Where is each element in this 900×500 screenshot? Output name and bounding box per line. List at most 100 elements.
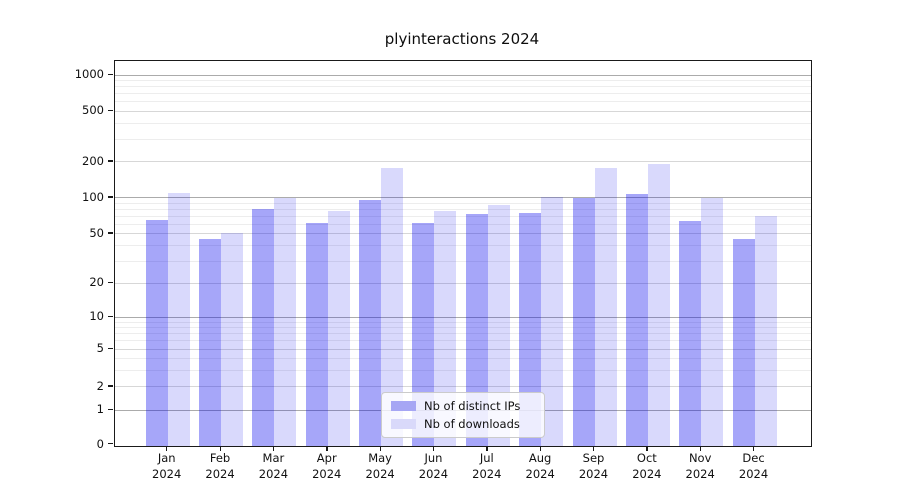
x-tick-year: 2024 (525, 466, 555, 481)
y-tick-label-10: 10 (89, 309, 104, 324)
x-tick-mark-feb (219, 446, 221, 451)
x-tick-month: May (368, 451, 392, 465)
bar-apr-downloads (327, 210, 350, 446)
bar-may-distinct-ips (359, 200, 382, 446)
x-tick-year: 2024 (632, 466, 662, 481)
gridline-60 (115, 223, 811, 225)
gridline-40 (115, 245, 811, 247)
x-tick-label-may: May 2024 (348, 451, 412, 482)
x-tick-mark-jan (166, 446, 168, 451)
bar-sep-distinct-ips (572, 197, 595, 446)
x-tick-mark-may (379, 446, 381, 451)
y-tick-label-100: 100 (82, 189, 104, 204)
x-tick-year: 2024 (365, 466, 395, 481)
x-tick-month: Oct (636, 451, 657, 465)
bar-jan-distinct-ips (145, 220, 168, 446)
bar-mar-downloads (274, 197, 297, 446)
gridline-700 (115, 93, 811, 95)
x-tick-month: Apr (316, 451, 337, 465)
y-tick-label-50: 50 (89, 225, 104, 240)
gridline-80 (115, 208, 811, 210)
x-tick-month: Jun (424, 451, 443, 465)
x-tick-month: Aug (528, 451, 552, 465)
legend-swatch-downloads (391, 419, 416, 429)
y-tick-label-20: 20 (89, 275, 104, 290)
y-tick-mark-20 (108, 281, 113, 284)
bar-feb-downloads (221, 232, 244, 446)
y-tick-mark-1 (108, 408, 113, 410)
y-tick-mark-1000 (108, 73, 113, 76)
x-tick-year: 2024 (578, 466, 609, 481)
x-tick-mark-oct (646, 446, 648, 451)
y-tick-mark-200 (108, 160, 113, 162)
x-tick-year: 2024 (738, 466, 769, 481)
legend-label-distinct-ips: Nb of distinct IPs (424, 399, 521, 413)
bar-may-downloads (381, 168, 404, 446)
legend-swatch-distinct-ips (391, 401, 416, 411)
gridline-800 (115, 86, 811, 88)
gridline-30 (115, 260, 811, 262)
x-tick-mark-apr (326, 446, 328, 451)
y-tick-mark-10 (108, 315, 113, 318)
x-tick-label-apr: Apr 2024 (295, 451, 359, 482)
y-tick-mark-5 (108, 347, 113, 349)
plot-inner (115, 61, 811, 446)
legend-label-downloads: Nb of downloads (424, 417, 520, 431)
x-tick-year: 2024 (258, 466, 289, 481)
bar-oct-downloads (647, 163, 670, 446)
bar-jan-downloads (167, 193, 190, 446)
gridline-300 (115, 138, 811, 140)
y-tick-label-1: 1 (96, 402, 104, 416)
y-tick-label-5: 5 (96, 341, 104, 356)
x-tick-mark-jul (486, 446, 488, 451)
x-tick-label-aug: Aug 2024 (508, 451, 572, 482)
x-tick-mark-aug (539, 446, 541, 451)
y-tick-label-0: 0 (96, 436, 104, 451)
bar-aug-distinct-ips (519, 212, 542, 446)
gridline-8 (115, 327, 811, 328)
gridline-90 (115, 202, 811, 204)
bar-jun-distinct-ips (412, 223, 435, 446)
x-tick-year: 2024 (312, 466, 342, 481)
bar-jul-distinct-ips (465, 214, 488, 446)
gridline-10 (115, 316, 811, 318)
y-tick-mark-50 (108, 232, 113, 234)
bar-nov-distinct-ips (679, 220, 702, 446)
x-tick-label-jul: Jul 2024 (455, 451, 519, 482)
plot-area: Nb of distinct IPs Nb of downloads (114, 60, 812, 447)
gridline-70 (115, 215, 811, 217)
bar-jul-downloads (487, 204, 510, 446)
x-tick-mark-mar (272, 446, 275, 451)
x-tick-mark-jun (432, 446, 435, 451)
bar-nov-downloads (701, 197, 724, 446)
gridline-7 (115, 333, 811, 335)
x-tick-year: 2024 (152, 466, 182, 481)
gridline-50 (115, 233, 811, 235)
y-tick-label-2: 2 (96, 378, 104, 393)
bar-sep-downloads (594, 168, 617, 446)
y-tick-label-200: 200 (82, 153, 104, 168)
chart-title: plyinteractions 2024 (384, 30, 540, 48)
gridline-600 (115, 101, 811, 103)
bar-dec-distinct-ips (732, 239, 755, 446)
x-tick-month: Sep (582, 451, 605, 465)
x-tick-year: 2024 (205, 466, 235, 481)
y-tick-label-500: 500 (82, 103, 104, 117)
x-tick-label-dec: Dec 2024 (722, 451, 786, 482)
gridline-3 (115, 369, 811, 371)
x-tick-year: 2024 (472, 466, 502, 481)
x-tick-year: 2024 (685, 466, 715, 481)
legend-row-downloads: Nb of downloads (382, 417, 544, 431)
y-tick-mark-100 (108, 196, 113, 198)
x-tick-month: Nov (688, 451, 712, 465)
gridline-1000 (115, 74, 811, 76)
x-tick-month: Dec (742, 451, 765, 465)
bar-aug-downloads (541, 196, 564, 446)
x-tick-mark-dec (753, 446, 755, 451)
gridline-200 (115, 161, 811, 163)
gridline-4 (115, 357, 811, 359)
x-tick-label-jun: Jun 2024 (401, 451, 465, 482)
x-tick-label-nov: Nov 2024 (668, 451, 732, 482)
gridline-100 (115, 197, 811, 199)
